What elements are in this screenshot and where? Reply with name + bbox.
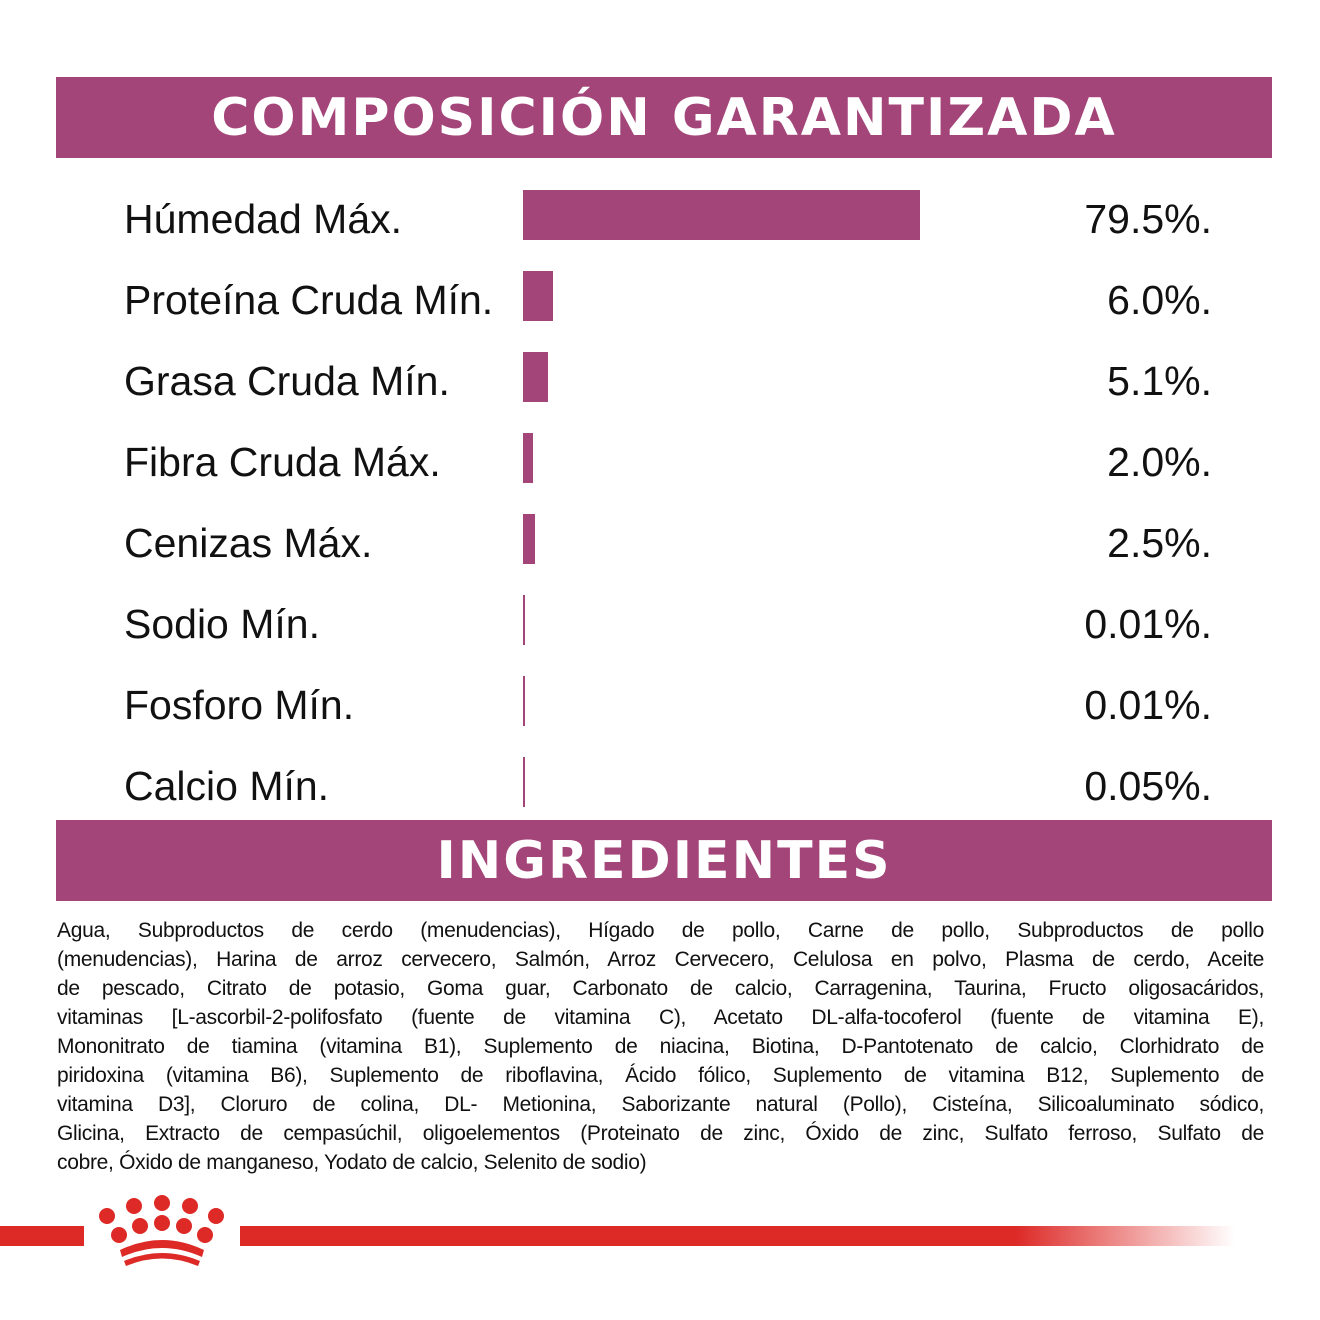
value-label: 5.1%. — [1107, 358, 1212, 404]
chart-row: Fosforo Mín. 0.01%. — [0, 676, 1320, 736]
ingredients-line: Agua, Subproductos de cerdo (menudencias… — [57, 919, 1264, 942]
value-label: 6.0%. — [1107, 277, 1212, 323]
chart-row: Sodio Mín. 0.01%. — [0, 595, 1320, 655]
value-label: 2.0%. — [1107, 439, 1212, 485]
crown-logo-icon — [99, 1195, 224, 1266]
chart-row: Húmedad Máx. 79.5%. — [0, 190, 1320, 250]
ingredients-line: cobre, Óxido de manganeso, Yodato de cal… — [57, 1151, 647, 1174]
bar — [523, 595, 525, 645]
footer-line-right — [240, 1226, 1235, 1246]
footer-line-left — [0, 1226, 84, 1246]
chart-row: Proteína Cruda Mín. 6.0%. — [0, 271, 1320, 331]
category-label: Cenizas Máx. — [124, 520, 373, 566]
bar — [523, 352, 549, 402]
ingredients-line: vitaminas [L-ascorbil-2-polifosfato (fue… — [57, 1006, 1264, 1029]
bar — [523, 757, 525, 807]
category-label: Calcio Mín. — [124, 763, 330, 809]
ingredients-line: Mononitrato de tiamina (vitamina B1), Su… — [57, 1035, 1264, 1058]
ingredients-header: INGREDIENTES — [56, 820, 1272, 901]
value-label: 0.01%. — [1084, 601, 1212, 647]
value-label: 79.5%. — [1084, 196, 1212, 242]
bar — [523, 271, 553, 321]
ingredients-line: piridoxina (vitamina B6), Suplemento de … — [57, 1064, 1264, 1087]
bar — [523, 676, 525, 726]
category-label: Proteína Cruda Mín. — [124, 277, 494, 323]
ingredients-text: Agua, Subproductos de cerdo (menudencias… — [57, 916, 1264, 1177]
ingredients-line: Glicina, Extracto de cempasúchil, oligoe… — [57, 1122, 1264, 1145]
category-label: Sodio Mín. — [124, 601, 320, 647]
chart-row: Fibra Cruda Máx. 2.0%. — [0, 433, 1320, 493]
bar — [523, 514, 536, 564]
ingredients-line: de pescado, Citrato de potasio, Goma gua… — [57, 977, 1264, 1000]
bar — [523, 433, 533, 483]
category-label: Grasa Cruda Mín. — [124, 358, 450, 404]
category-label: Fosforo Mín. — [124, 682, 355, 728]
category-label: Fibra Cruda Máx. — [124, 439, 441, 485]
chart-row: Grasa Cruda Mín. 5.1%. — [0, 352, 1320, 412]
composition-header: COMPOSICIÓN GARANTIZADA — [56, 77, 1272, 158]
ingredients-title: INGREDIENTES — [436, 830, 892, 891]
bar — [523, 190, 920, 240]
value-label: 0.01%. — [1084, 682, 1212, 728]
ingredients-line: (menudencias), Harina de arroz cervecero… — [57, 948, 1264, 971]
value-label: 2.5%. — [1107, 520, 1212, 566]
category-label: Húmedad Máx. — [124, 196, 403, 242]
chart-row: Cenizas Máx. 2.5%. — [0, 514, 1320, 574]
composition-title: COMPOSICIÓN GARANTIZADA — [211, 87, 1117, 148]
ingredients-line: vitamina D3], Cloruro de colina, DL- Met… — [57, 1093, 1264, 1116]
value-label: 0.05%. — [1084, 763, 1212, 809]
chart-row: Calcio Mín. 0.05%. — [0, 757, 1320, 817]
